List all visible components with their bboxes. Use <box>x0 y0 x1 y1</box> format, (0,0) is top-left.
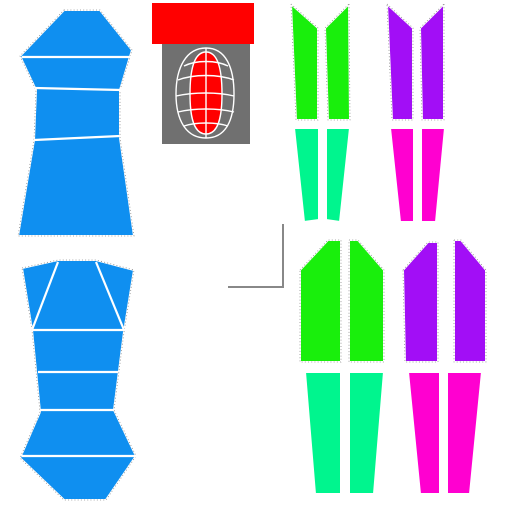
torso-back-uv-island <box>20 260 136 500</box>
torso-front-uv-island <box>18 10 134 236</box>
head-preview-panel <box>152 3 254 144</box>
red-swatch <box>152 3 254 44</box>
